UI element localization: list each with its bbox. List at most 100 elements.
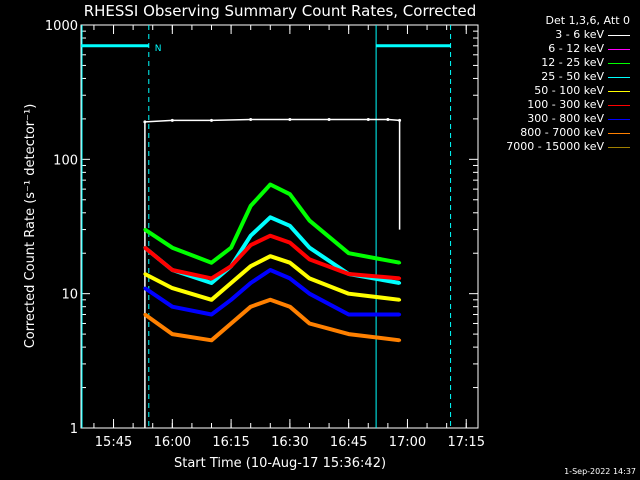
y-axis: 1 10 100 1000 [45,19,478,437]
data-point [170,305,174,309]
legend-swatch [608,48,630,50]
data-point [307,292,311,296]
x-tick-label: 15:45 [95,435,132,450]
legend-swatch [608,76,630,78]
data-point [288,117,292,121]
data-point [327,117,331,121]
data-point [170,268,174,272]
data-point [268,254,272,258]
legend-label: 25 - 50 keV [541,70,604,83]
series-line [143,268,400,317]
data-point [210,281,214,285]
data-point [229,246,233,250]
y-tick-label: 10 [61,288,78,303]
legend: Det 1,3,6, Att 0 3 - 6 keV 6 - 12 keV 12 -… [470,14,638,154]
data-point [170,332,174,336]
data-point [249,204,253,208]
data-point [170,246,174,250]
legend-label: 100 - 300 keV [527,98,604,111]
data-point [249,243,253,247]
legend-swatch [608,62,630,64]
data-point [143,228,147,232]
data-point [143,286,147,290]
x-tick-label: 16:30 [271,435,308,450]
data-point [229,298,233,302]
data-point [268,268,272,272]
legend-label: 300 - 800 keV [527,112,604,125]
legend-swatch [608,118,630,120]
legend-entry: 12 - 25 keV [470,56,638,70]
chart-title: RHESSI Observing Summary Count Rates, Co… [84,2,477,20]
data-point [386,117,390,121]
x-axis-label: Start Time (10-Aug-17 15:36:42) [174,456,386,471]
data-point [398,312,402,316]
y-tick-label: 100 [53,153,78,168]
data-point [249,305,253,309]
data-point [229,264,233,268]
data-point [398,298,402,302]
data-point [143,312,147,316]
legend-swatch [608,90,630,92]
series-line [143,297,400,343]
data-point [307,246,311,250]
data-point [288,224,292,228]
data-point [210,298,214,302]
legend-entry: 300 - 800 keV [470,112,638,126]
data-point [170,118,174,122]
annotation-n: N [155,44,162,54]
legend-entry: 7000 - 15000 keV [470,140,638,154]
data-point [210,338,214,342]
data-point [307,321,311,325]
legend-entry: 25 - 50 keV [470,70,638,84]
data-point [307,257,311,261]
data-point [249,234,253,238]
legend-label: 50 - 100 keV [534,84,604,97]
x-tick-label: 16:00 [154,435,191,450]
legend-swatch [608,104,630,106]
data-point [268,234,272,238]
legend-label: 3 - 6 keV [555,28,604,41]
series-line [143,254,400,302]
data-point [307,219,311,223]
observing-overlay: N [81,25,452,428]
series-group [143,117,402,428]
data-point [210,276,214,280]
data-point [170,286,174,290]
data-point [268,182,272,186]
data-point [288,261,292,265]
data-point [398,276,402,280]
data-point [249,281,253,285]
series-line [143,215,400,285]
data-point [347,272,351,276]
data-point [229,281,233,285]
data-point [347,292,351,296]
data-point [249,117,253,121]
data-point [249,264,253,268]
data-point [288,241,292,245]
x-tick-label: 16:15 [212,435,249,450]
x-axis: 15:45 16:00 16:15 16:30 16:45 17:00 17:15 [93,25,485,450]
timestamp: 1-Sep-2022 14:37 [564,467,636,476]
data-point [347,312,351,316]
data-point [143,120,147,124]
data-point [347,332,351,336]
legend-header: Det 1,3,6, Att 0 [545,14,630,27]
legend-entry: 3 - 6 keV [470,28,638,42]
legend-swatch [608,34,630,36]
x-tick-label: 17:00 [389,435,426,450]
data-point [268,215,272,219]
data-point [347,251,351,255]
data-point [366,117,370,121]
data-point [398,261,402,265]
y-tick-label: 1 [70,422,78,437]
data-point [288,305,292,309]
legend-swatch [608,146,630,148]
data-point [398,118,402,122]
series-line [143,233,400,281]
data-point [210,261,214,265]
legend-label: 6 - 12 keV [548,42,604,55]
data-point [398,338,402,342]
data-point [288,192,292,196]
legend-label: 12 - 25 keV [541,56,604,69]
